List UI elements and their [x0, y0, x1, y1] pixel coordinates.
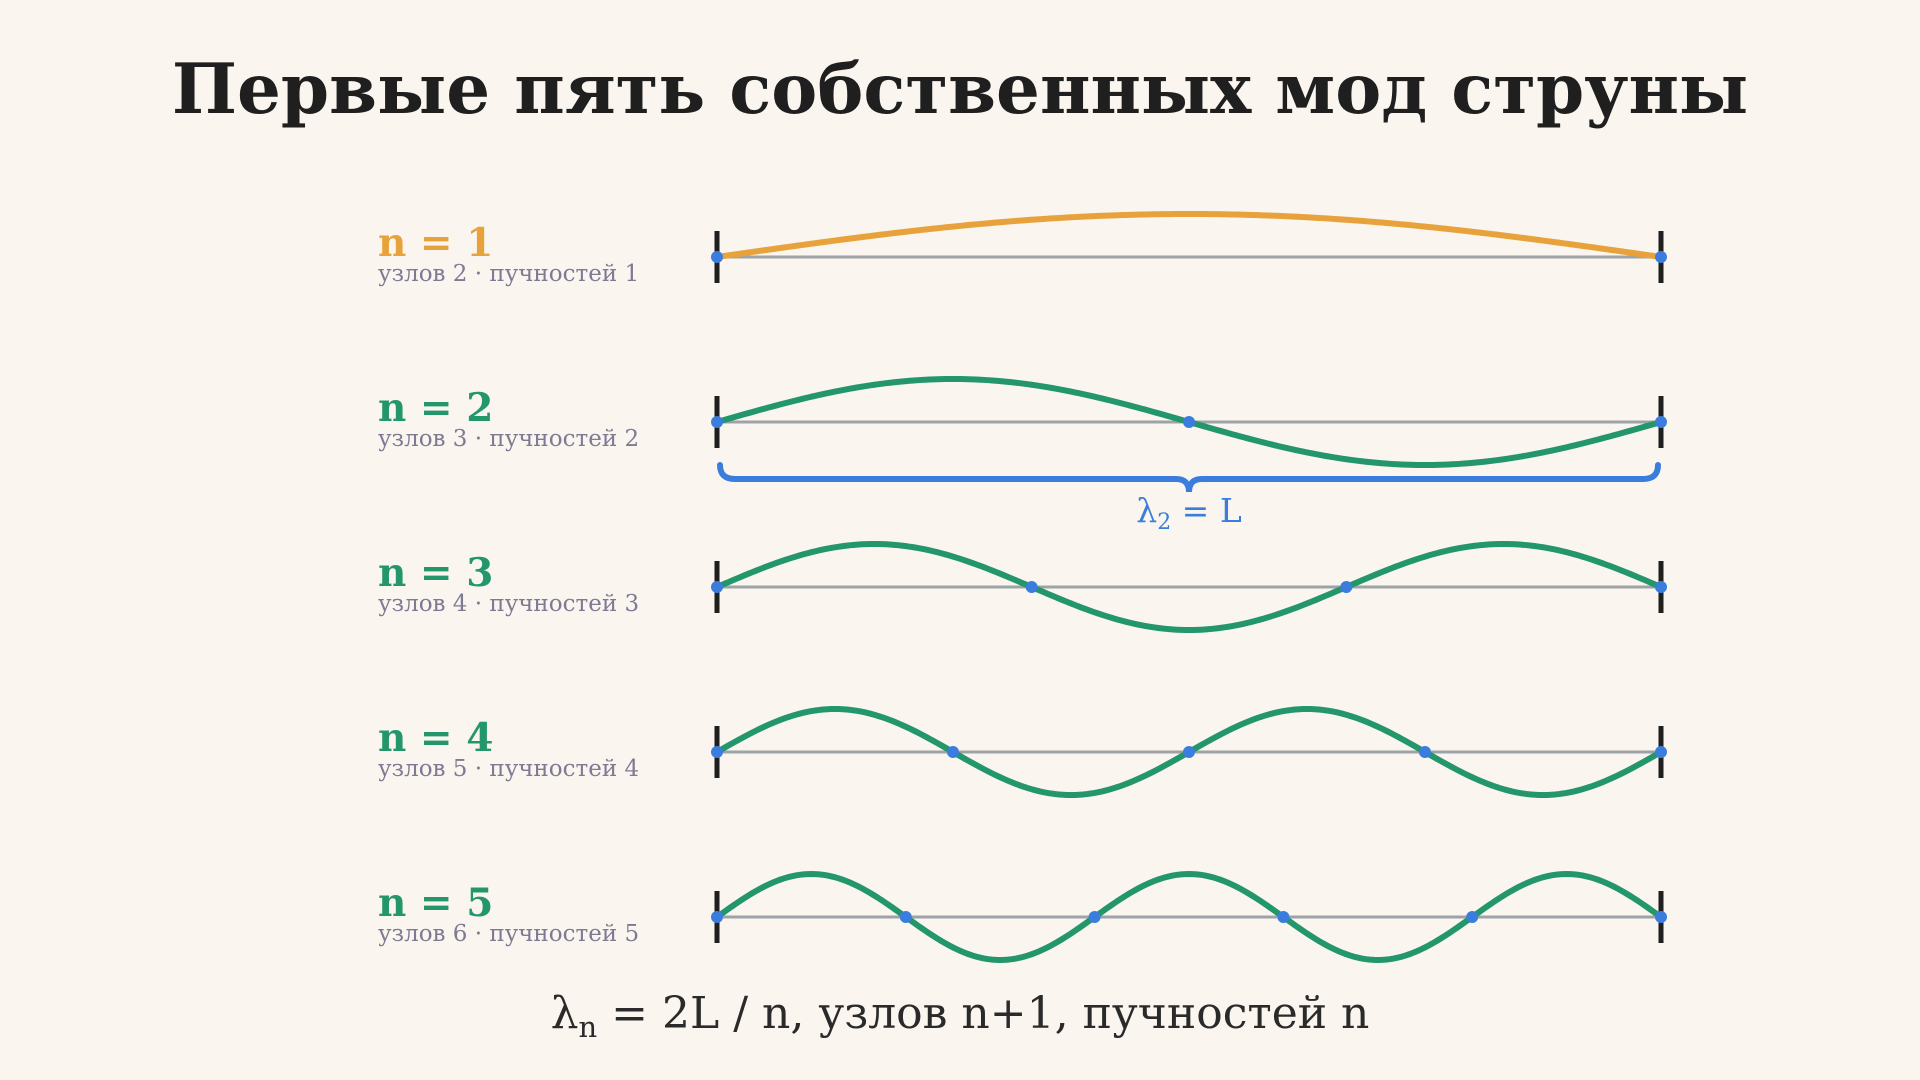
node-point	[711, 746, 723, 758]
node-point	[1025, 581, 1038, 593]
node-point	[711, 251, 723, 263]
formula-rest: = 2L / n, узлов n+1, пучностей n	[597, 988, 1369, 1039]
mode-label: n = 2	[378, 385, 493, 431]
node-point	[1655, 911, 1667, 923]
node-point	[711, 581, 723, 593]
mode-label: n = 5	[378, 880, 493, 926]
node-point	[1655, 581, 1667, 593]
node-point	[1655, 251, 1667, 263]
mode-subtitle: узлов 6 · пучностей 5	[378, 921, 639, 947]
mode-wave	[714, 211, 1664, 260]
node-point	[1655, 416, 1667, 428]
brace-symbol: λ	[1136, 491, 1157, 530]
node-point	[711, 911, 723, 923]
node-point	[1655, 746, 1667, 758]
mode-subtitle: узлов 3 · пучностей 2	[378, 426, 639, 452]
mode-subtitle: узлов 4 · пучностей 3	[378, 591, 639, 617]
mode-wave	[714, 540, 1664, 634]
node-point	[899, 911, 912, 923]
mode-label: n = 3	[378, 550, 493, 596]
brace-subscript: 2	[1157, 510, 1171, 535]
wavelength-brace: λ2 = L	[717, 462, 1661, 535]
node-point	[1340, 581, 1353, 593]
page-title: Первые пять собственных мод струны	[172, 49, 1748, 130]
mode-subtitle: узлов 2 · пучностей 1	[378, 261, 639, 287]
node-point	[1466, 911, 1479, 923]
formula: λn = 2L / n, узлов n+1, пучностей n	[551, 988, 1370, 1044]
brace-shape	[717, 462, 1661, 493]
node-point	[1183, 416, 1195, 428]
mode-wave	[714, 870, 1664, 964]
formula-subscript: n	[578, 1010, 597, 1044]
mode-label: n = 4	[378, 715, 493, 761]
node-point	[1183, 746, 1195, 758]
node-point	[1419, 746, 1431, 758]
node-point	[1277, 911, 1290, 923]
node-point	[947, 746, 959, 758]
mode-subtitle: узлов 5 · пучностей 4	[378, 756, 639, 782]
formula-lambda: λ	[551, 988, 579, 1039]
mode-label: n = 1	[378, 220, 493, 266]
node-point	[711, 416, 723, 428]
node-point	[1088, 911, 1101, 923]
brace-value: = L	[1171, 491, 1242, 530]
brace-label: λ2 = L	[1136, 491, 1242, 535]
